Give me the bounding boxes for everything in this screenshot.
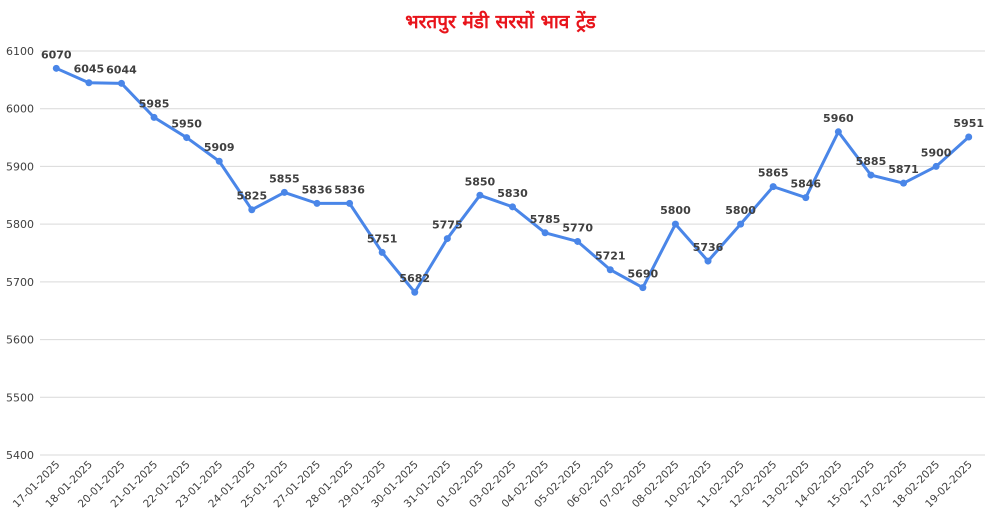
y-tick-label: 6000 bbox=[6, 103, 34, 116]
data-point bbox=[769, 183, 777, 191]
data-label: 5785 bbox=[530, 213, 561, 226]
data-label: 6045 bbox=[74, 63, 105, 76]
data-label: 5800 bbox=[660, 204, 691, 217]
data-point bbox=[900, 179, 908, 187]
data-label: 5836 bbox=[302, 183, 333, 196]
data-point bbox=[248, 206, 256, 214]
data-label: 5770 bbox=[562, 221, 593, 234]
data-point bbox=[639, 284, 647, 292]
data-label: 5830 bbox=[497, 187, 528, 200]
data-label: 5885 bbox=[856, 155, 887, 168]
data-label: 5871 bbox=[888, 163, 919, 176]
data-point bbox=[52, 64, 60, 72]
data-label: 6044 bbox=[106, 63, 137, 76]
data-label: 5960 bbox=[823, 112, 854, 125]
data-point bbox=[183, 134, 191, 142]
data-point bbox=[932, 162, 940, 170]
data-point bbox=[802, 194, 810, 202]
data-point bbox=[671, 220, 679, 228]
data-point bbox=[346, 199, 354, 207]
y-tick-label: 5600 bbox=[6, 334, 34, 347]
chart-title: भरतपुर मंडी सरसों भाव ट्रेंड bbox=[405, 11, 596, 33]
data-point bbox=[313, 199, 321, 207]
data-label: 5836 bbox=[334, 183, 365, 196]
y-tick-label: 5800 bbox=[6, 218, 34, 231]
data-label: 5775 bbox=[432, 219, 463, 232]
y-tick-label: 5500 bbox=[6, 391, 34, 404]
data-point bbox=[85, 79, 93, 87]
data-point bbox=[541, 229, 549, 237]
y-axis: 5400 5500 5600 5700 5800 5900 6000 6100 bbox=[6, 45, 34, 462]
data-point bbox=[509, 203, 516, 211]
data-point bbox=[867, 171, 875, 179]
data-point bbox=[704, 257, 712, 265]
data-label: 5846 bbox=[790, 178, 821, 191]
data-label: 5900 bbox=[921, 146, 952, 159]
data-point bbox=[574, 237, 582, 245]
data-label: 5690 bbox=[628, 268, 659, 281]
data-label: 5800 bbox=[725, 204, 756, 217]
data-label: 5721 bbox=[595, 250, 626, 263]
y-tick-label: 5700 bbox=[6, 276, 34, 289]
data-label: 5682 bbox=[399, 272, 430, 285]
data-label: 5951 bbox=[953, 117, 984, 130]
data-point bbox=[606, 266, 614, 274]
grid-layer bbox=[40, 50, 985, 456]
data-point bbox=[280, 188, 288, 196]
data-label: 5850 bbox=[465, 175, 496, 188]
data-point bbox=[378, 248, 386, 256]
data-point bbox=[965, 133, 973, 141]
data-label: 5950 bbox=[171, 118, 202, 131]
series-layer bbox=[52, 64, 973, 296]
y-tick-label: 5900 bbox=[6, 160, 34, 173]
x-axis: 17-01-202518-01-202520-01-202521-01-2025… bbox=[11, 459, 975, 511]
data-point bbox=[834, 128, 842, 136]
data-point bbox=[476, 191, 484, 199]
data-point bbox=[215, 157, 223, 165]
data-label: 5751 bbox=[367, 232, 398, 245]
data-point bbox=[737, 220, 745, 228]
data-label: 5855 bbox=[269, 172, 300, 185]
data-label: 5736 bbox=[693, 241, 724, 254]
data-point bbox=[150, 113, 158, 121]
data-label: 5865 bbox=[758, 167, 789, 180]
data-label: 6070 bbox=[41, 48, 72, 61]
y-tick-label: 6100 bbox=[6, 45, 34, 58]
data-label: 5825 bbox=[236, 190, 267, 203]
data-label: 5909 bbox=[204, 141, 235, 154]
data-point bbox=[117, 79, 125, 87]
data-point bbox=[411, 288, 419, 296]
data-label: 5985 bbox=[139, 97, 170, 110]
data-point bbox=[443, 235, 451, 243]
series-line bbox=[55, 66, 970, 294]
y-tick-label: 5400 bbox=[6, 449, 34, 462]
